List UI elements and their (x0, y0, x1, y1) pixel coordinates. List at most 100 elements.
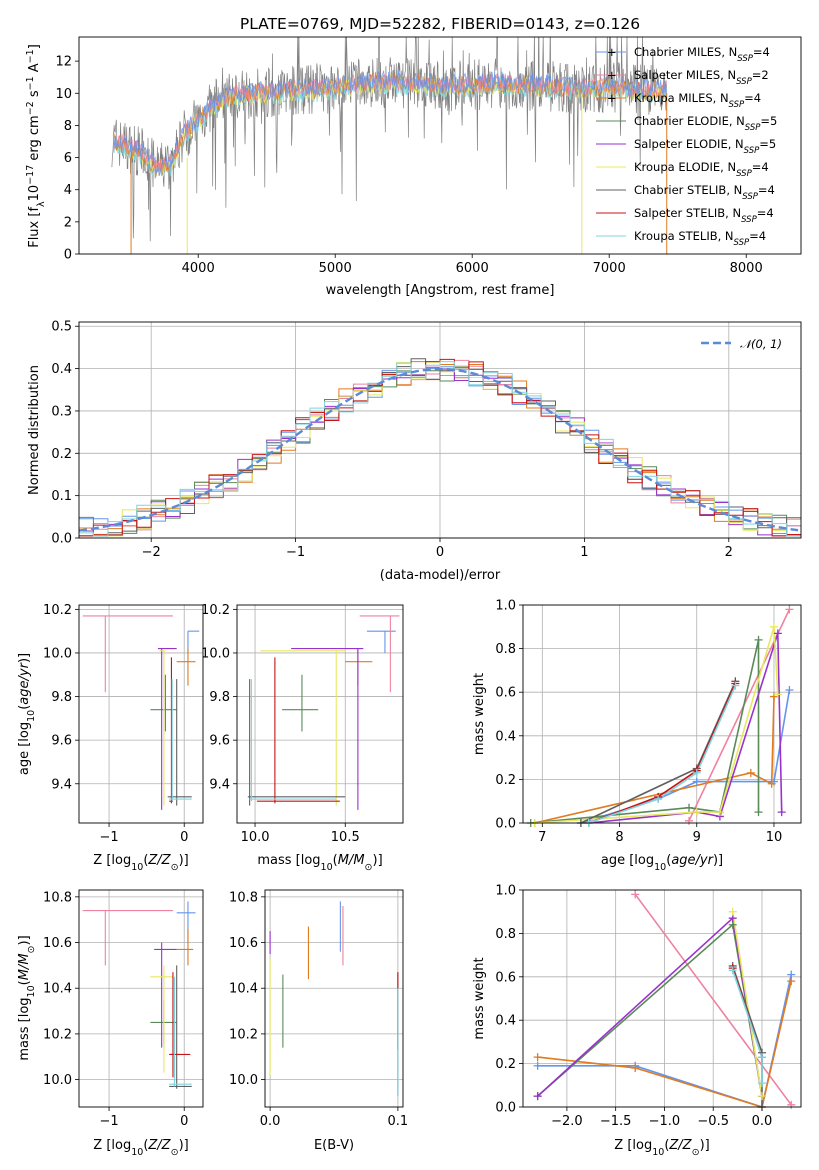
y-tick-label: 6 (64, 151, 72, 166)
y-tick-label: 10.2 (201, 603, 230, 618)
x-tick-label: 0 (180, 1114, 188, 1129)
plot-area-mass-vs-Z (79, 890, 203, 1107)
weight-line-kroupa-elodie (731, 911, 763, 1097)
weight-marker (787, 977, 796, 986)
axes-frame (236, 604, 404, 824)
weight-line-salpeter-elodie (537, 916, 763, 1097)
x-axis-label: Z [log10(Z/Z⊙)] (614, 1138, 709, 1158)
weight-marker (757, 1092, 766, 1101)
y-tick-label: 10 (55, 87, 72, 102)
axes-frame (264, 889, 404, 1108)
legend-entry: Kroupa MILES, NSSP=4 (634, 91, 761, 110)
x-tick-label: 0 (436, 545, 444, 560)
panel-age-vs-Z: −1 0 9.4 9.6 9.8 10.0 10.2 Z [log10(Z/Z⊙)] age [… (17, 603, 204, 873)
x-axis-label: E(B-V) (314, 1138, 354, 1153)
x-tick-label: −1.0 (649, 1114, 681, 1129)
axes-frame (78, 889, 204, 1108)
weight-marker (685, 816, 694, 825)
x-tick-label: 4000 (182, 261, 215, 276)
legend-marker: + (607, 91, 617, 105)
x-tick-label: 0.0 (260, 1114, 281, 1129)
legend-entry: Chabrier MILES, NSSP=4 (634, 45, 770, 64)
x-tick-label: −0.5 (697, 1114, 729, 1129)
x-tick-label: 9 (693, 830, 701, 845)
y-tick-label: 1.0 (495, 599, 516, 614)
plot-area-age-vs-Z (79, 605, 203, 823)
x-tick-label: 1 (580, 545, 588, 560)
y-tick-label: 0.8 (495, 927, 516, 942)
legend-entry: Kroupa STELIB, NSSP=4 (634, 229, 766, 248)
weight-line-salpeter-stelib (588, 683, 737, 823)
legend-entry: Salpeter STELIB, NSSP=4 (634, 206, 774, 225)
x-tick-label: 0 (180, 830, 188, 845)
x-tick-label: −2.0 (551, 1114, 583, 1129)
y-tick-label: 1.0 (495, 884, 516, 899)
x-tick-label: 10 (766, 830, 783, 845)
weight-marker (533, 1053, 542, 1062)
x-axis-label: (data-model)/error (380, 568, 501, 583)
y-tick-label: 0.8 (495, 642, 516, 657)
y-tick-label: 9.8 (51, 690, 72, 705)
weight-marker (715, 808, 724, 817)
axes-frame (78, 321, 802, 539)
x-tick-label: 0.0 (752, 1114, 773, 1129)
weight-line-salpeter-miles (634, 893, 792, 1106)
weight-marker (731, 681, 740, 690)
weight-marker (654, 795, 663, 804)
y-tick-label: 9.6 (51, 734, 72, 749)
weight-marker (692, 777, 701, 786)
x-tick-label: −1 (99, 1114, 118, 1129)
axes-frame (78, 36, 802, 255)
x-tick-label: 10.0 (241, 830, 270, 845)
weight-marker (785, 686, 794, 695)
x-axis-label: Z [log10(Z/Z⊙)] (93, 1138, 188, 1158)
panel-spectrum: 4000 5000 6000 7000 8000 0 2 4 6 8 10 12 + Chabrier M… (25, 36, 802, 298)
x-tick-label: 7000 (593, 261, 626, 276)
y-tick-label: 10.2 (43, 1027, 72, 1042)
weight-marker (777, 808, 786, 817)
plot-area-mass-weight-vs-Z (523, 890, 801, 1107)
weight-line-kroupa-miles (534, 696, 775, 823)
weight-marker (631, 1063, 640, 1072)
y-tick-label: 0.5 (51, 320, 72, 335)
x-tick-label: −1 (99, 830, 118, 845)
weight-marker (754, 635, 763, 644)
y-tick-label: 0.6 (495, 970, 516, 985)
weight-marker (746, 768, 755, 777)
weight-marker (533, 1061, 542, 1070)
y-tick-label: 0.4 (51, 362, 72, 377)
x-tick-label: −2 (142, 545, 161, 560)
x-tick-label: 8 (615, 830, 623, 845)
weight-marker (769, 622, 778, 631)
plot-area-spectrum (111, 37, 668, 254)
x-tick-label: 8000 (730, 261, 763, 276)
y-tick-label: 9.8 (209, 690, 230, 705)
y-tick-label: 12 (55, 55, 72, 70)
x-axis-label: wavelength [Angstrom, rest frame] (326, 283, 555, 298)
y-axis-label: mass weight (472, 957, 487, 1039)
panel-age-vs-mass: 10.0 10.5 9.4 9.6 9.8 10.0 10.2 mass [log10(M/M… (201, 603, 404, 873)
weight-marker (785, 605, 794, 614)
x-tick-label: 7 (538, 830, 546, 845)
y-tick-label: 2 (64, 215, 72, 230)
plot-area-mass-weight-vs-age (523, 605, 801, 823)
y-tick-label: 10.4 (43, 982, 72, 997)
y-tick-label: 8 (64, 119, 72, 134)
panel-mass-vs-EBV: 0.0 0.1 10.0 10.2 10.4 10.6 10.8 (229, 889, 408, 1129)
legend-entry: Chabrier STELIB, NSSP=4 (634, 183, 775, 202)
x-tick-label: −1 (286, 545, 305, 560)
x-axis-label: age [log10(age/yr)] (601, 853, 723, 873)
weight-marker (728, 966, 737, 975)
legend-entry: Salpeter ELODIE, NSSP=5 (634, 137, 776, 156)
y-tick-label: 0.4 (495, 729, 516, 744)
y-axis-label: mass [log10(M/M⊙)] (17, 935, 37, 1060)
weight-marker (754, 808, 763, 817)
x-tick-label: −1.5 (600, 1114, 632, 1129)
plot-area-residual-histogram (79, 322, 801, 538)
plot-area-age-vs-mass (237, 605, 403, 823)
y-tick-label: 0.0 (495, 817, 516, 832)
y-tick-label: 0.2 (51, 447, 72, 462)
x-tick-label: 10.5 (331, 830, 360, 845)
y-tick-label: 0.3 (51, 404, 72, 419)
y-tick-label: 0.4 (495, 1014, 516, 1029)
